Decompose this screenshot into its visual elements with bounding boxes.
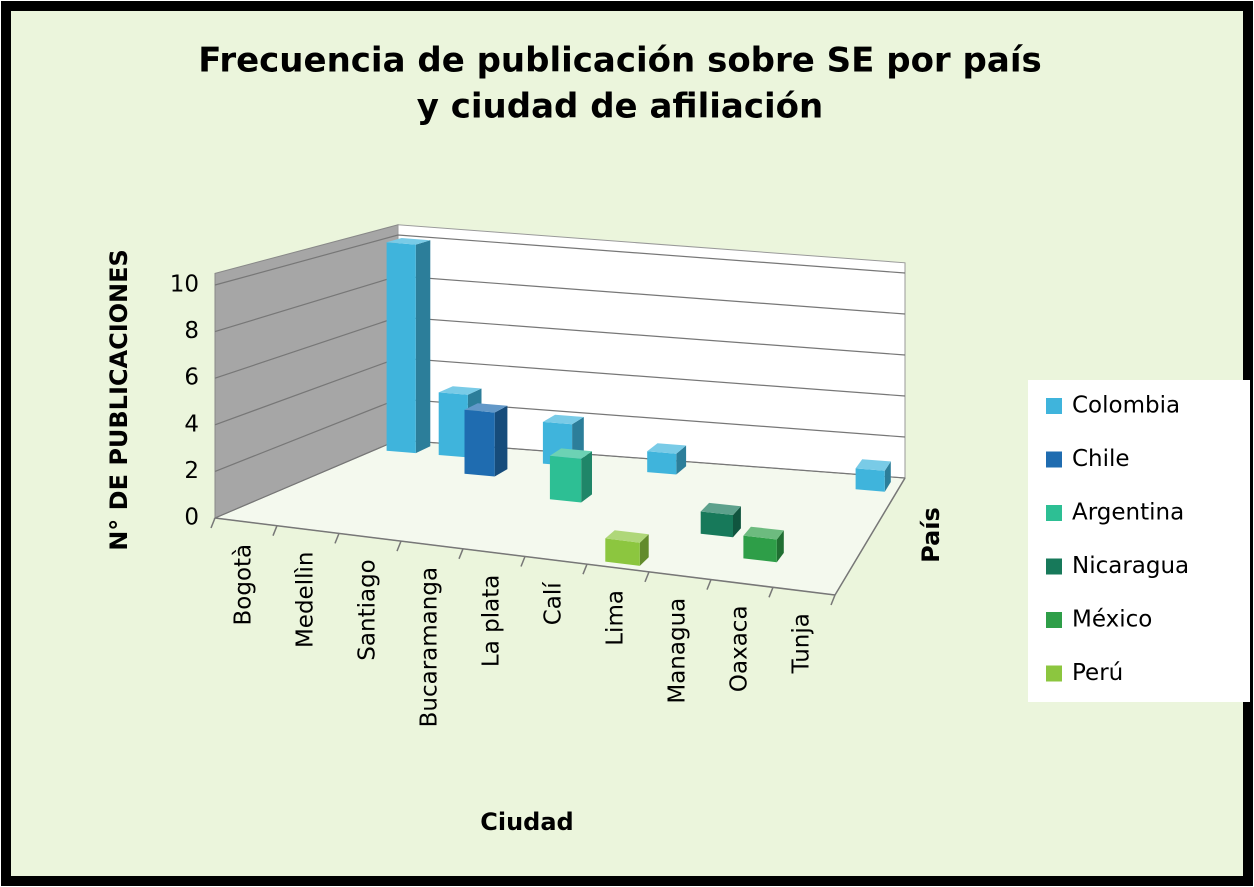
legend-label: Perú [1072, 660, 1123, 686]
y-tick-label: 4 [184, 411, 199, 437]
bar [549, 448, 592, 503]
bar [464, 403, 508, 477]
x-axis-title: Ciudad [480, 808, 573, 836]
legend-label: México [1072, 607, 1152, 633]
bar-front [464, 409, 495, 477]
bar [700, 502, 741, 538]
bar-top [700, 502, 741, 515]
axis-line [834, 477, 906, 596]
tick [520, 556, 526, 567]
y-tick-label: 0 [184, 505, 199, 531]
legend-swatch [1046, 558, 1062, 575]
tick [458, 548, 464, 560]
bar-top [464, 403, 508, 413]
tick [396, 540, 402, 552]
bar-top [542, 414, 584, 425]
grid-line [214, 234, 906, 286]
bar [743, 526, 784, 563]
bar-front [700, 511, 733, 538]
x-tick-label: Lima [603, 590, 629, 646]
legend-label: Colombia [1072, 393, 1180, 419]
bar-side [415, 240, 431, 454]
tick [644, 571, 650, 583]
bar-side [639, 534, 649, 566]
bar [386, 238, 431, 454]
bar-side [676, 445, 687, 475]
bar-side [776, 530, 784, 563]
x-tick-label: Tunja [789, 613, 815, 674]
y-tick-label: 10 [170, 272, 199, 298]
legend-swatch [1046, 665, 1062, 682]
y-tick-label: 6 [184, 365, 199, 391]
chart-title: Frecuencia de publicación sobre SE por p… [198, 41, 1041, 81]
legend-swatch [1046, 398, 1062, 414]
y-tick-label: 8 [184, 318, 199, 344]
bar-top [605, 530, 649, 543]
x-tick-label: La plata [479, 575, 505, 667]
bar-front [386, 242, 416, 454]
chart-title: y ciudad de afiliación [417, 87, 823, 127]
bar-side [733, 506, 741, 538]
legend-label: Chile [1072, 446, 1130, 472]
bar-top [743, 526, 784, 540]
bar-top [549, 448, 592, 459]
x-tick-label: Bucaramanga [417, 567, 443, 727]
bar [605, 530, 649, 566]
bar-side [494, 405, 508, 477]
x-tick-label: Bogotà [231, 544, 257, 626]
x-tick-label: Managua [665, 598, 691, 704]
tick [272, 525, 278, 536]
tick [334, 533, 340, 544]
bar-front [549, 455, 582, 503]
bar-front [438, 392, 468, 458]
legend-swatch [1046, 505, 1062, 521]
bar-top [386, 238, 431, 245]
bar-front [743, 535, 777, 563]
legend-label: Nicaragua [1072, 553, 1189, 579]
bar-front [647, 451, 677, 475]
legend [1028, 380, 1250, 702]
bar-side [581, 451, 592, 503]
z-axis-title: País [917, 507, 945, 563]
legend-label: Argentina [1072, 500, 1184, 526]
bar-top [855, 459, 891, 471]
tick [768, 587, 774, 598]
bar [647, 443, 687, 475]
y-axis-title: N° DE PUBLICACIONES [105, 249, 133, 551]
tick [210, 517, 216, 529]
legend-swatch [1046, 451, 1062, 468]
x-tick-label: Medellìn [293, 552, 319, 649]
bar-side [884, 461, 891, 492]
tick [706, 579, 712, 590]
tick [830, 594, 836, 606]
x-tick-label: Calí [541, 582, 567, 626]
x-tick-label: Oaxaca [727, 605, 753, 692]
bar [855, 459, 891, 492]
bar-top [438, 386, 482, 395]
x-tick-label: Santiago [355, 559, 381, 660]
legend-swatch [1046, 612, 1062, 628]
bar-front [855, 468, 885, 492]
bar-top [647, 443, 687, 454]
y-tick-label: 2 [184, 458, 199, 484]
bar-front [605, 538, 640, 566]
tick [582, 563, 588, 575]
